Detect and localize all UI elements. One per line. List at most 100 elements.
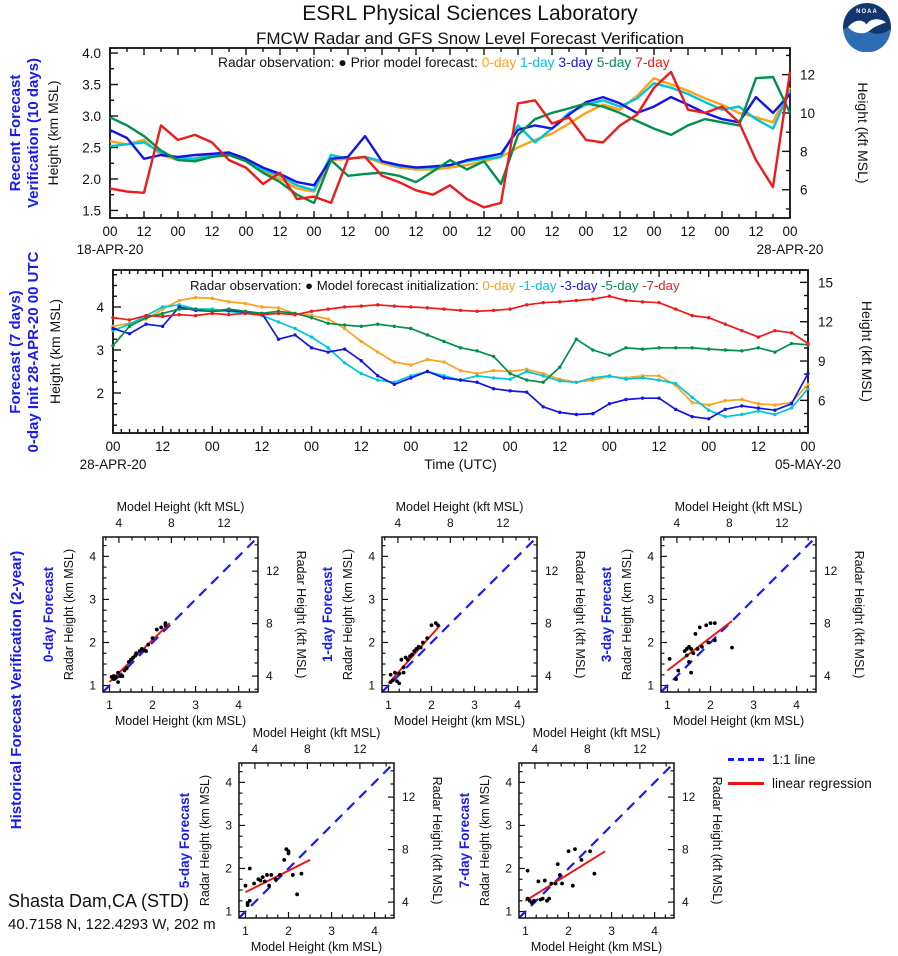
scatter-7-day-point <box>560 881 564 886</box>
recent-verification-series-7-day <box>109 70 792 209</box>
svg-text:8: 8 <box>800 144 808 159</box>
scatter-1-day-point <box>390 678 395 683</box>
svg-text:7-day Forecast: 7-day Forecast <box>457 792 472 888</box>
svg-text:1-day Forecast: 1-day Forecast <box>320 566 335 662</box>
svg-text:00: 00 <box>238 224 253 239</box>
scatter-3-day-point <box>684 653 689 658</box>
svg-text:1: 1 <box>106 698 113 712</box>
svg-text:8: 8 <box>266 617 273 631</box>
scatter-7-day-point <box>570 883 575 888</box>
svg-text:12: 12 <box>612 224 627 239</box>
scatter-1-day-point <box>429 623 434 628</box>
svg-text:12: 12 <box>652 439 667 454</box>
svg-text:1: 1 <box>89 679 96 693</box>
svg-text:4: 4 <box>505 775 512 789</box>
scatter-1-day-point <box>421 640 425 645</box>
forecast-legend: Radar observation: ● Model forecast init… <box>190 278 680 293</box>
svg-text:2: 2 <box>565 924 572 938</box>
svg-text:00: 00 <box>503 439 518 454</box>
station-coordinates: 40.7158 N, 122.4293 W, 202 m <box>8 916 216 933</box>
forecast-series--7-day <box>112 295 809 345</box>
svg-text:Radar Height (kft MSL): Radar Height (kft MSL) <box>852 551 866 679</box>
scatter-1-day-point <box>401 670 406 675</box>
svg-text:8: 8 <box>726 516 733 530</box>
scatter-0-day-point <box>150 636 155 641</box>
scatter-3-day-point <box>695 647 700 651</box>
scatter-5-day-point <box>273 877 278 882</box>
scatter-7-day-point <box>592 871 597 876</box>
svg-text:2: 2 <box>149 698 156 712</box>
scatter-1-day-regression-line <box>387 624 441 685</box>
scatter-3-day-point <box>687 659 691 664</box>
scatter-0-day-point <box>116 680 120 684</box>
scatter-7-day-point <box>588 849 592 854</box>
scatter-3-day-point <box>712 638 717 643</box>
svg-text:2: 2 <box>285 924 292 938</box>
scatter-5-day-point <box>245 903 250 907</box>
svg-text:12: 12 <box>136 224 151 239</box>
svg-text:0-day Forecast: 0-day Forecast <box>41 566 56 662</box>
svg-text:Model Height (kft MSL): Model Height (kft MSL) <box>253 726 381 740</box>
scatter-legend-regression: linear regression <box>728 776 872 791</box>
svg-text:Radar Height (km MSL): Radar Height (km MSL) <box>620 549 634 680</box>
svg-text:28-APR-20: 28-APR-20 <box>757 242 824 257</box>
noaa-logo: NOAA <box>843 3 891 52</box>
svg-text:8: 8 <box>304 742 311 756</box>
svg-text:00: 00 <box>403 439 418 454</box>
svg-text:00: 00 <box>602 439 617 454</box>
svg-text:3: 3 <box>89 592 96 606</box>
svg-text:00: 00 <box>304 439 319 454</box>
header: ESRL Physical Sciences Laboratory FMCW R… <box>20 2 898 49</box>
svg-text:12: 12 <box>552 439 567 454</box>
svg-text:4: 4 <box>395 516 402 530</box>
scatter-legend: 1:1 line linear regression <box>728 752 872 800</box>
scatter-0-day-point <box>154 627 159 632</box>
svg-text:1: 1 <box>242 924 249 938</box>
svg-text:Model Height (km MSL): Model Height (km MSL) <box>673 714 804 728</box>
page-title: ESRL Physical Sciences Laboratory <box>302 2 638 25</box>
svg-text:Model Height (km MSL): Model Height (km MSL) <box>115 714 246 728</box>
svg-text:3: 3 <box>647 592 654 606</box>
svg-text:Radar Height (kft MSL): Radar Height (kft MSL) <box>573 551 587 679</box>
svg-text:Height (km MSL): Height (km MSL) <box>47 299 63 404</box>
svg-text:2.5: 2.5 <box>82 140 101 155</box>
svg-text:3: 3 <box>96 343 104 358</box>
svg-text:1: 1 <box>505 905 512 919</box>
scatter-7-day-point <box>566 849 571 854</box>
scatter-3-day-point <box>706 640 711 645</box>
svg-text:4: 4 <box>402 895 409 909</box>
scatter-7-day-point <box>555 862 560 867</box>
svg-text:4: 4 <box>368 549 375 563</box>
scatter-5-day-point <box>265 873 269 877</box>
svg-text:12: 12 <box>408 224 423 239</box>
svg-text:12: 12 <box>775 516 789 530</box>
scatter-5-day-point <box>260 875 265 879</box>
svg-text:2: 2 <box>96 386 104 401</box>
svg-text:3: 3 <box>750 698 757 712</box>
scatter-5-day-point <box>278 873 282 877</box>
svg-text:12: 12 <box>476 224 491 239</box>
scatter-0-day-point <box>116 670 120 675</box>
svg-text:12: 12 <box>402 790 416 804</box>
svg-text:4: 4 <box>266 669 273 683</box>
scatter-5-day-point <box>282 857 287 862</box>
scatter-3-day-point <box>693 631 698 636</box>
svg-text:2: 2 <box>89 635 96 649</box>
svg-text:2: 2 <box>428 698 435 712</box>
scatter-1-day-point <box>405 657 410 662</box>
svg-text:8: 8 <box>402 843 409 857</box>
svg-text:3.5: 3.5 <box>82 78 101 93</box>
svg-text:00: 00 <box>800 439 815 454</box>
svg-text:8: 8 <box>447 516 454 530</box>
svg-text:4: 4 <box>674 516 681 530</box>
svg-text:4: 4 <box>682 895 689 909</box>
svg-text:00: 00 <box>442 224 457 239</box>
svg-text:12: 12 <box>545 564 559 578</box>
scatter-5-day-point <box>290 873 295 877</box>
svg-text:Height (km MSL): Height (km MSL) <box>45 80 61 185</box>
svg-text:12: 12 <box>496 516 510 530</box>
scatter-3-day-point <box>667 656 672 661</box>
scatter-5-day-point <box>286 849 291 854</box>
svg-text:1: 1 <box>385 698 392 712</box>
svg-text:1: 1 <box>664 698 671 712</box>
